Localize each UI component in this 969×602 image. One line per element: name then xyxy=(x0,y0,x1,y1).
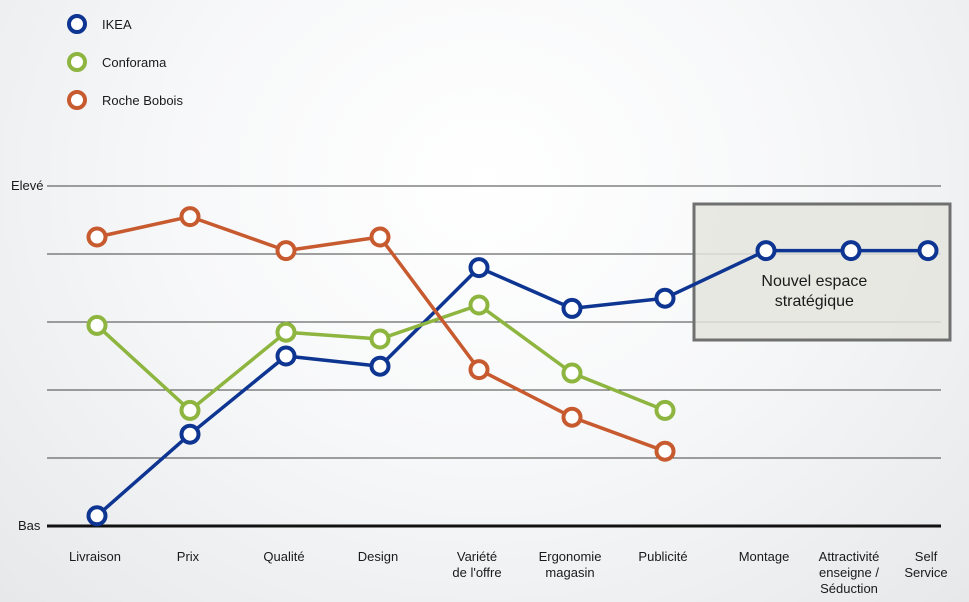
annotation-text-line: Nouvel espace xyxy=(761,273,867,290)
data-point xyxy=(561,362,583,384)
data-point xyxy=(654,399,676,421)
category-label: Attractivité enseigne / Séduction xyxy=(819,549,880,596)
category-label: Publicité xyxy=(638,549,687,564)
category-label: Qualité xyxy=(263,549,304,564)
new-strategic-space-box: Nouvel espace stratégique xyxy=(692,202,952,342)
data-point xyxy=(275,240,297,262)
category-labels: Livraison Prix Qualité Design Variété de l'of… xyxy=(69,549,948,596)
category-label: Prix xyxy=(177,549,200,564)
data-point xyxy=(369,226,391,248)
legend-label: Roche Bobois xyxy=(102,93,183,108)
legend-label: Conforama xyxy=(102,55,167,70)
data-point xyxy=(179,423,201,445)
data-point xyxy=(468,294,490,316)
data-point xyxy=(179,399,201,421)
data-point xyxy=(86,314,108,336)
category-label: Design xyxy=(358,549,398,564)
data-point xyxy=(654,440,676,462)
data-point xyxy=(369,355,391,377)
series-line xyxy=(95,248,930,518)
data-point xyxy=(275,321,297,343)
series-layer xyxy=(86,206,939,527)
y-tick-labels: Bas Elevé xyxy=(11,178,44,533)
y-tick-label-low: Bas xyxy=(18,518,41,533)
series-roche-bobois xyxy=(86,206,676,462)
data-point xyxy=(561,406,583,428)
category-label: Montage xyxy=(739,549,790,564)
legend-label: IKEA xyxy=(102,17,132,32)
data-point xyxy=(840,240,862,262)
annotation-text-line: stratégique xyxy=(775,293,854,310)
data-point xyxy=(468,257,490,279)
series-ikea xyxy=(86,240,939,527)
data-point xyxy=(275,345,297,367)
category-label: Variété de l'offre xyxy=(452,549,501,580)
data-point xyxy=(369,328,391,350)
data-point xyxy=(654,287,676,309)
legend-marker xyxy=(67,90,87,110)
data-point xyxy=(755,240,777,262)
data-point xyxy=(86,505,108,527)
category-label: Self Service xyxy=(904,549,947,580)
legend-marker xyxy=(67,52,87,72)
data-point xyxy=(917,240,939,262)
y-tick-label-high: Elevé xyxy=(11,178,44,193)
series-conforama xyxy=(86,294,676,421)
legend-marker xyxy=(67,14,87,34)
data-point xyxy=(179,206,201,228)
grid-lines xyxy=(47,185,941,528)
annotation-box xyxy=(692,202,952,342)
category-label: Livraison xyxy=(69,549,121,564)
legend: IKEA Conforama Roche Bobois xyxy=(67,14,183,110)
data-point xyxy=(561,297,583,319)
data-point xyxy=(468,359,490,381)
category-label: Ergonomie magasin xyxy=(539,549,602,580)
data-point xyxy=(86,226,108,248)
